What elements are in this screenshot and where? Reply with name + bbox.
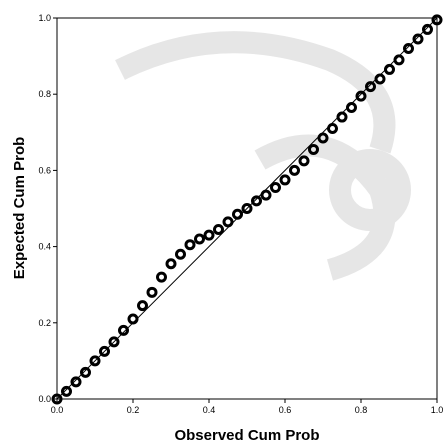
y-axis-title: Expected Cum Prob bbox=[11, 137, 28, 280]
point bbox=[51, 393, 63, 405]
point bbox=[365, 81, 376, 93]
point bbox=[232, 208, 243, 220]
point bbox=[422, 23, 433, 35]
point bbox=[222, 216, 234, 228]
point bbox=[89, 355, 101, 367]
point bbox=[156, 271, 167, 283]
y-tick-label: 0.8 bbox=[38, 89, 51, 99]
x-tick-label: 0.4 bbox=[203, 405, 216, 415]
point bbox=[279, 174, 291, 186]
point bbox=[203, 229, 215, 241]
point bbox=[412, 33, 424, 45]
y-tick-label: 0.0 bbox=[38, 394, 51, 404]
x-tick-label: 0.6 bbox=[279, 405, 292, 415]
reference-line bbox=[56, 17, 438, 400]
x-tick-label: 0.8 bbox=[355, 405, 368, 415]
point bbox=[260, 189, 272, 201]
point bbox=[289, 164, 300, 176]
point bbox=[99, 345, 110, 357]
point bbox=[374, 73, 386, 85]
point bbox=[108, 336, 120, 348]
point bbox=[70, 376, 82, 388]
y-tick-label: 0.2 bbox=[38, 318, 51, 328]
x-tick-label: 1.0 bbox=[431, 405, 444, 415]
point bbox=[308, 143, 319, 155]
y-tick-label: 0.4 bbox=[38, 242, 51, 252]
point bbox=[175, 248, 186, 260]
point bbox=[241, 203, 253, 214]
point bbox=[118, 324, 129, 336]
point bbox=[384, 63, 395, 75]
point bbox=[80, 366, 91, 378]
x-axis-title: Observed Cum Prob bbox=[174, 427, 319, 444]
point bbox=[298, 155, 310, 167]
point bbox=[137, 300, 148, 312]
point bbox=[194, 233, 205, 245]
watermark bbox=[115, 31, 411, 281]
point bbox=[127, 313, 139, 325]
point bbox=[146, 286, 158, 298]
point bbox=[346, 102, 357, 114]
point bbox=[355, 90, 367, 102]
y-tick-label: 0.6 bbox=[38, 165, 51, 175]
point bbox=[184, 239, 196, 251]
point bbox=[403, 42, 414, 54]
point bbox=[393, 54, 405, 66]
x-tick-label: 0.2 bbox=[127, 405, 140, 415]
point bbox=[317, 132, 329, 144]
point bbox=[213, 223, 224, 235]
point bbox=[251, 195, 262, 207]
point bbox=[165, 258, 177, 270]
x-tick-label: 0.0 bbox=[51, 405, 64, 415]
y-tick-label: 1.0 bbox=[38, 13, 51, 23]
point bbox=[431, 14, 443, 26]
point bbox=[270, 182, 281, 194]
point bbox=[336, 111, 348, 123]
point bbox=[327, 122, 338, 134]
plot-frame bbox=[56, 17, 438, 400]
point bbox=[61, 385, 72, 397]
